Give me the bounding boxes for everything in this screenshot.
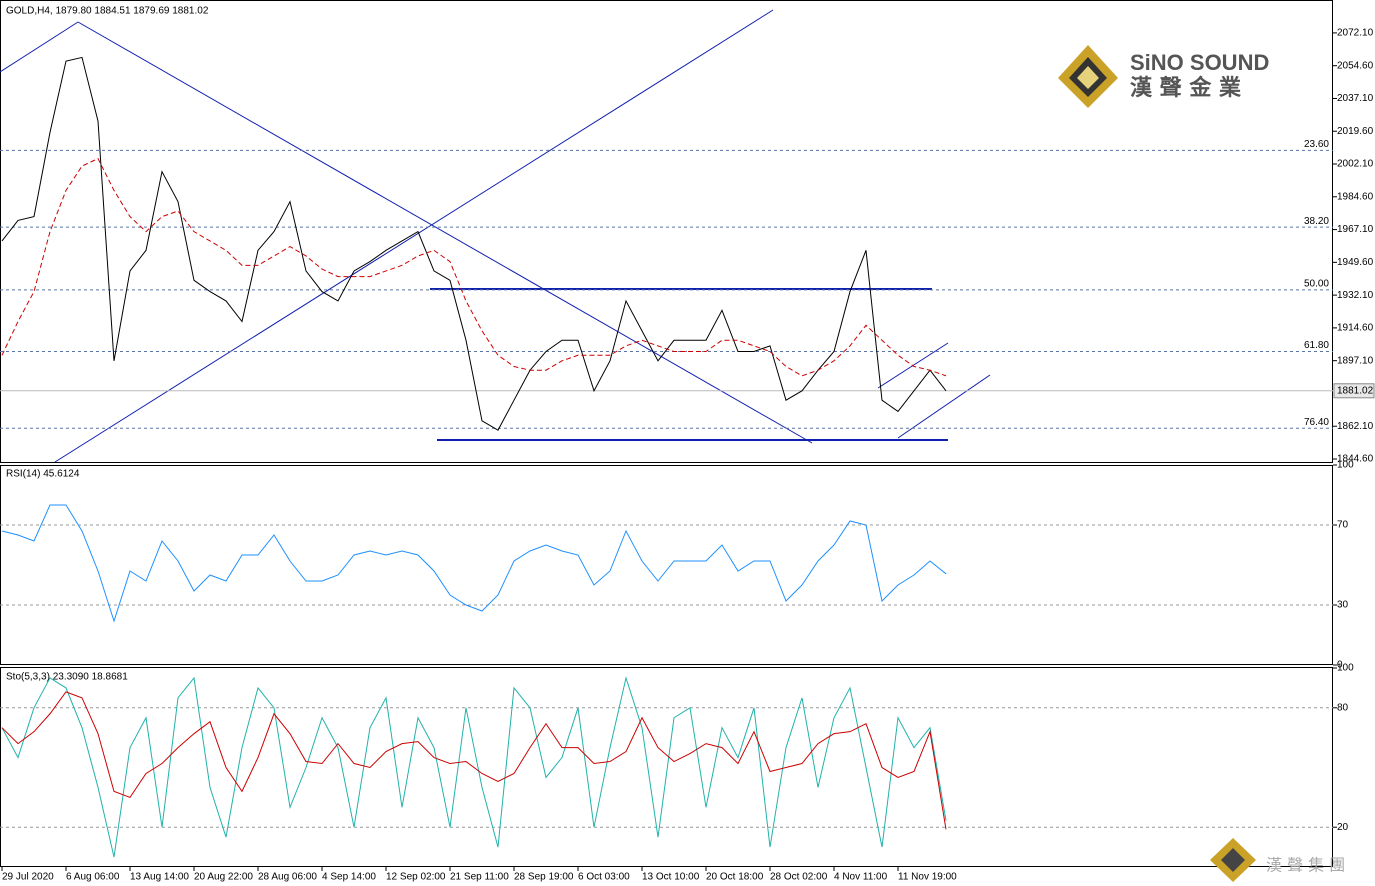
- price-panel: [0, 0, 1333, 463]
- y-tick-label: 2002.10: [1337, 159, 1374, 170]
- last-price-label: 1881.02: [1337, 385, 1374, 396]
- panel-title: RSI(14) 45.6124: [6, 469, 80, 480]
- x-tick-label: 13 Aug 14:00: [130, 872, 189, 883]
- y-tick-label: 80: [1337, 702, 1349, 713]
- y-tick-label: 1862.10: [1337, 421, 1374, 432]
- x-tick-label: 6 Oct 03:00: [578, 872, 630, 883]
- y-tick-label: 1949.60: [1337, 257, 1374, 268]
- y-tick-label: 1897.10: [1337, 355, 1374, 366]
- trendlines: [0, 9, 991, 463]
- last-price-box: [1333, 383, 1375, 399]
- x-tick-label: 13 Oct 10:00: [642, 872, 700, 883]
- x-tick-label: 28 Aug 06:00: [258, 872, 317, 883]
- fib-label: 38.20: [1304, 216, 1329, 227]
- y-tick-label: 2019.60: [1337, 126, 1374, 137]
- y-tick-label: 1967.10: [1337, 224, 1374, 235]
- x-tick-label: 21 Sep 11:00: [450, 872, 509, 883]
- stoch-panel: [0, 667, 1333, 867]
- series-line: [1, 56, 947, 431]
- x-tick-label: 28 Sep 19:00: [514, 872, 574, 883]
- x-tick-label: 4 Sep 14:00: [322, 872, 376, 883]
- x-tick-label: 29 Jul 2020: [2, 872, 54, 883]
- y-tick-label: 1932.10: [1337, 290, 1374, 301]
- y-tick-label: 1984.60: [1337, 191, 1374, 202]
- y-tick-label: 1914.60: [1337, 323, 1374, 334]
- y-tick-label: 30: [1337, 600, 1349, 611]
- y-tick-label: 100: [1337, 460, 1354, 471]
- x-tick-label: 12 Sep 02:00: [386, 872, 446, 883]
- rsi-panel: [0, 465, 1333, 665]
- y-tick-label: 2037.10: [1337, 93, 1374, 104]
- series-line: [1, 157, 947, 377]
- series-line: [1, 504, 947, 623]
- x-tick-label: 4 Nov 11:00: [834, 872, 888, 883]
- panel-title: Sto(5,3,3) 23.3090 18.8681: [6, 672, 128, 683]
- panel-title: GOLD,H4, 1879.80 1884.51 1879.69 1881.02: [6, 6, 209, 17]
- fib-label: 76.40: [1304, 417, 1329, 428]
- x-tick-label: 6 Aug 06:00: [66, 872, 120, 883]
- y-tick-label: 70: [1337, 520, 1349, 531]
- logo: SiNO SOUND 漢 聲 金 業 漢 聲 集 團: [1058, 45, 1345, 882]
- y-tick-label: 20: [1337, 822, 1349, 833]
- y-tick-label: 100: [1337, 663, 1354, 674]
- series-line: [1, 676, 947, 858]
- x-tick-label: 20 Oct 18:00: [706, 872, 764, 883]
- x-tick-label: 20 Aug 22:00: [194, 872, 253, 883]
- fib-label: 23.60: [1304, 139, 1329, 150]
- y-tick-label: 2054.60: [1337, 60, 1374, 71]
- y-tick-label: 1844.60: [1337, 454, 1374, 465]
- logo-name: SiNO SOUND: [1130, 50, 1269, 75]
- x-tick-label: 28 Oct 02:00: [770, 872, 828, 883]
- footer-logo: 漢 聲 集 團: [1266, 856, 1345, 875]
- y-tick-label: 0: [1337, 660, 1343, 671]
- x-tick-label: 11 Nov 19:00: [898, 872, 957, 883]
- series-line: [1, 691, 947, 830]
- y-tick-label: 2072.10: [1337, 28, 1374, 39]
- fib-label: 50.00: [1304, 279, 1329, 290]
- logo-chinese: 漢 聲 金 業: [1130, 75, 1242, 101]
- fib-label: 61.80: [1304, 340, 1329, 351]
